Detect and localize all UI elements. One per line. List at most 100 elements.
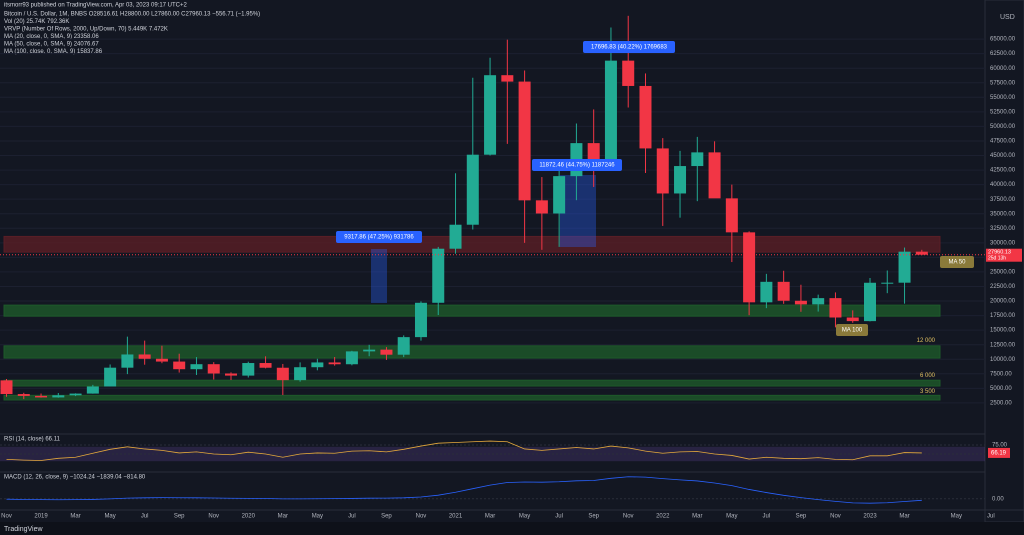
candle-body xyxy=(674,166,687,194)
x-tick-label: Jul xyxy=(555,514,563,520)
zone xyxy=(3,304,941,317)
y-tick-label: 7500.00 xyxy=(990,371,1012,377)
candle-body xyxy=(777,281,790,301)
y-tick-label: 47500.00 xyxy=(990,139,1016,145)
y-tick-label: 30000.00 xyxy=(990,240,1016,246)
y-tick-label: 62500.00 xyxy=(990,51,1016,57)
legend-line: Vol (20) 25.74K 792.36K xyxy=(4,19,69,25)
legend-line: Bitcoin / U.S. Dollar, 1M, BNBS O28516.6… xyxy=(4,12,260,18)
candle-body xyxy=(864,282,876,322)
y-tick-label: 37500.00 xyxy=(990,197,1016,203)
candle-body xyxy=(604,60,617,163)
x-tick-label: Mar xyxy=(485,514,495,520)
legend-line: MA (100, close, 0, SMA, 9) 15837.86 xyxy=(4,49,103,55)
y-tick-label: 55000.00 xyxy=(990,95,1016,101)
y-tick-label: 57500.00 xyxy=(990,80,1016,86)
candle-body xyxy=(345,351,358,365)
level-label: 6 000 xyxy=(920,373,936,379)
candle-body xyxy=(725,198,738,233)
annotation: MA 50 xyxy=(948,260,966,266)
candle-body xyxy=(535,200,548,214)
x-tick-label: May xyxy=(726,514,737,520)
candle-body xyxy=(0,380,13,395)
level-label: 12 000 xyxy=(917,338,936,344)
candle-body xyxy=(587,143,600,163)
y-tick-label: 25000.00 xyxy=(990,270,1016,276)
zone xyxy=(3,235,941,253)
candle-body xyxy=(276,367,289,381)
level-label: 3 500 xyxy=(920,389,936,395)
published-note: itsmorr93 published on TradingView.com, … xyxy=(4,3,187,9)
candle-body xyxy=(414,302,427,338)
zone xyxy=(3,379,941,387)
candle-body xyxy=(225,373,238,376)
x-tick-label: Nov xyxy=(208,514,219,520)
candle-body xyxy=(553,176,566,214)
pane-title: RSI (14, close) 66.11 xyxy=(4,437,61,443)
x-tick-label: 2021 xyxy=(449,514,463,520)
candle-body xyxy=(639,85,652,149)
x-tick-label: May xyxy=(951,514,962,520)
candle-body xyxy=(915,251,928,255)
price-label: 27960.13 xyxy=(988,250,1011,256)
x-tick-label: Jul xyxy=(141,514,149,520)
y-tick-label: 45000.00 xyxy=(990,153,1016,159)
indicator-line xyxy=(6,440,922,461)
x-tick-label: Mar xyxy=(278,514,288,520)
candle-body xyxy=(207,364,220,374)
candle-body xyxy=(311,362,324,368)
x-tick-label: Jul xyxy=(763,514,771,520)
axis-unit: USD xyxy=(1000,14,1015,21)
measure-box xyxy=(371,249,387,303)
candle-body xyxy=(518,81,531,201)
x-tick-label: Nov xyxy=(623,514,634,520)
candle-body xyxy=(622,60,635,86)
x-tick-label: 2019 xyxy=(34,514,48,520)
x-tick-label: Jul xyxy=(987,514,995,520)
y-tick-label: 15000.00 xyxy=(990,328,1016,334)
y-tick-label: 20000.00 xyxy=(990,299,1016,305)
candle-body xyxy=(812,298,825,305)
candle-body xyxy=(656,148,669,194)
candle-body xyxy=(829,298,842,318)
y-tick-label: 60000.00 xyxy=(990,66,1016,72)
candle-body xyxy=(173,361,186,370)
annotation: 17696.83 (40.22%) 1769683 xyxy=(591,45,668,51)
y-tick-label: 50000.00 xyxy=(990,124,1016,130)
candle-body xyxy=(52,395,65,398)
y-tick-label: 22500.00 xyxy=(990,284,1016,290)
candle-body xyxy=(501,75,514,82)
candle-body xyxy=(760,281,773,303)
y-tick-label: 52500.00 xyxy=(990,109,1016,115)
x-tick-label: Nov xyxy=(1,514,12,520)
x-tick-label: Sep xyxy=(588,514,599,520)
candle-body xyxy=(691,152,704,167)
annotation-box xyxy=(532,159,622,171)
annotation-box xyxy=(336,231,422,243)
x-tick-label: 2023 xyxy=(863,514,877,520)
annotation: 9317.86 (47.25%) 931786 xyxy=(344,235,414,241)
candle-body xyxy=(432,248,445,303)
zone xyxy=(3,394,941,401)
countdown: 25d 13h xyxy=(988,256,1006,262)
brand: TradingView xyxy=(4,526,43,533)
candle-body xyxy=(86,386,99,394)
x-tick-label: Mar xyxy=(899,514,909,520)
y-tick-label: 2500.00 xyxy=(990,400,1012,406)
legend-line: VRVP (Number Of Rows, 2000, Up/Down, 70)… xyxy=(4,27,168,33)
y-tick-label: 35000.00 xyxy=(990,211,1016,217)
candle-body xyxy=(898,251,911,283)
candle-body xyxy=(259,363,272,368)
candle-body xyxy=(708,152,721,199)
price-tag xyxy=(986,248,1022,262)
candle-body xyxy=(121,354,134,368)
indicator-line xyxy=(6,476,922,504)
x-tick-label: May xyxy=(519,514,530,520)
y-tick-label: 65000.00 xyxy=(990,37,1016,43)
candle-body xyxy=(69,393,82,396)
candle-body xyxy=(466,154,479,225)
candle-body xyxy=(17,394,30,396)
candle-body xyxy=(294,367,307,381)
